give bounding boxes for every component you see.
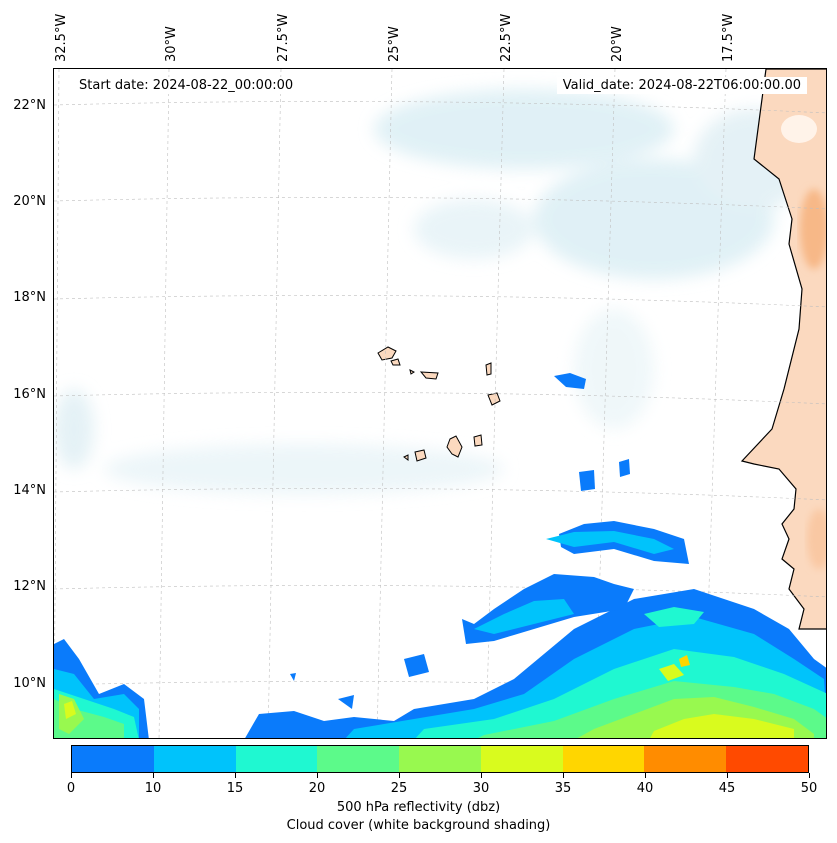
- colorbar-title: 500 hPa reflectivity (dbz): [336, 800, 501, 815]
- lat-label: 20°N: [13, 194, 46, 209]
- colorbar-tick: [234, 773, 236, 778]
- start-date-label: Start date: 2024-08-22_00:00:00: [73, 77, 300, 94]
- lat-label: 10°N: [13, 676, 46, 691]
- colorbar-segment: [562, 746, 645, 772]
- colorbar-tick-label: 30: [472, 781, 490, 796]
- colorbar-tick-label: 45: [718, 781, 736, 796]
- colorbar-segment: [235, 746, 318, 772]
- cabo-verde-islands: [377, 346, 501, 462]
- colorbar-segment: [399, 746, 481, 772]
- lat-label: 22°N: [13, 98, 46, 113]
- lon-label: 22.5°W: [499, 13, 514, 62]
- colorbar-tick: [316, 773, 318, 778]
- africa-land: [740, 69, 826, 630]
- colorbar-tick-label: 50: [800, 781, 818, 796]
- colorbar-subtitle: Cloud cover (white background shading): [286, 818, 551, 833]
- colorbar-segment: [480, 746, 563, 772]
- reflectivity-colorbar: [71, 745, 809, 773]
- colorbar-tick-label: 15: [226, 781, 244, 796]
- lat-label: 18°N: [13, 290, 46, 305]
- colorbar-tick-label: 40: [636, 781, 654, 796]
- colorbar-tick-label: 35: [554, 781, 572, 796]
- lon-label: 25°W: [387, 26, 402, 62]
- colorbar-segment: [726, 746, 809, 772]
- lat-label: 16°N: [13, 387, 46, 402]
- colorbar-tick: [398, 773, 400, 778]
- colorbar-tick: [562, 773, 564, 778]
- colorbar-tick: [644, 773, 646, 778]
- colorbar-tick-label: 20: [308, 781, 326, 796]
- colorbar-segment: [153, 746, 236, 772]
- reflectivity-field: [54, 373, 826, 738]
- lon-label: 32.5°W: [54, 13, 69, 62]
- colorbar-tick: [480, 773, 482, 778]
- colorbar-tick: [152, 773, 154, 778]
- valid-date-label: Valid_date: 2024-08-22T06:00:00.00: [556, 77, 807, 94]
- colorbar-segment: [72, 746, 154, 772]
- lon-label: 27.5°W: [276, 13, 291, 62]
- colorbar-tick-label: 25: [390, 781, 408, 796]
- lon-label: 17.5°W: [721, 13, 736, 62]
- colorbar-segment: [317, 746, 400, 772]
- colorbar-tick: [808, 773, 810, 778]
- colorbar-tick-label: 0: [66, 781, 76, 796]
- lat-label: 12°N: [13, 579, 46, 594]
- colorbar-tick: [70, 773, 72, 778]
- lon-label: 20°W: [610, 26, 625, 62]
- lon-label: 30°W: [164, 26, 179, 62]
- map-plot-area[interactable]: Start date: 2024-08-22_00:00:00 Valid_da…: [53, 68, 827, 739]
- colorbar-tick-label: 10: [144, 781, 162, 796]
- lat-label: 14°N: [13, 483, 46, 498]
- colorbar-segment: [644, 746, 727, 772]
- map-canvas: [54, 69, 826, 738]
- colorbar-tick: [726, 773, 728, 778]
